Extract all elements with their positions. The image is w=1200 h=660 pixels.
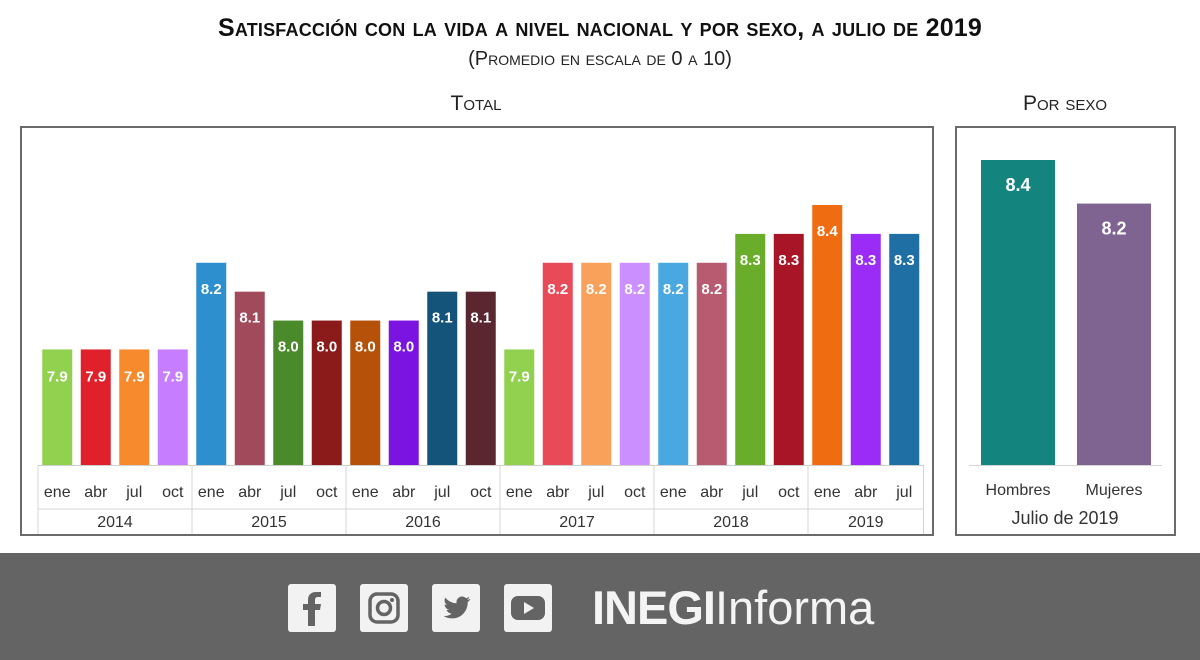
total-bar-value-label: 7.9 (124, 368, 145, 385)
total-month-tick-label: jul (279, 484, 296, 501)
total-bar (119, 349, 150, 465)
sexo-bar (1077, 203, 1151, 466)
total-month-tick-label: abr (392, 484, 416, 501)
total-bar-value-label: 8.4 (817, 223, 839, 240)
total-bar (619, 262, 650, 465)
total-bar-value-label: 8.3 (894, 252, 915, 269)
total-bar (850, 233, 881, 465)
total-bar-value-label: 8.2 (201, 281, 222, 298)
sexo-bar (981, 160, 1055, 465)
total-month-tick-label: oct (624, 484, 646, 501)
total-bar (735, 233, 766, 465)
total-year-tick-label: 2015 (251, 514, 287, 531)
total-month-tick-label: abr (238, 484, 262, 501)
total-bar (696, 262, 727, 465)
sexo-bar-value-label: 8.2 (1101, 219, 1126, 239)
total-bar (658, 262, 689, 465)
total-bar-value-label: 8.2 (663, 281, 684, 298)
total-month-tick-label: oct (470, 484, 492, 501)
sexo-bar-value-label: 8.4 (1005, 175, 1030, 195)
total-bar (157, 349, 188, 465)
total-year-tick-label: 2017 (559, 514, 595, 531)
total-bar (504, 349, 535, 465)
total-bar-value-label: 8.1 (432, 310, 453, 327)
sexo-category-tick-label: Hombres (986, 482, 1051, 499)
sexo-bar-chart: 8.4 Hombres 8.2 Mujeres Julio de 2019 (969, 160, 1162, 528)
total-bar (773, 233, 804, 465)
brand-bold-text: INEGI (592, 581, 716, 634)
total-bar-value-label: 8.1 (239, 310, 260, 327)
total-bar-value-label: 8.2 (701, 281, 722, 298)
total-chart-panel: 7.9 ene 7.9 abr 7.9 jul 7.9 oct 8.2 ene 8.1 abr 8.0 j… (20, 126, 934, 536)
total-bar (311, 320, 342, 465)
page-title: Satisfacción con la vida a nivel naciona… (217, 14, 983, 42)
total-bar (542, 262, 573, 465)
total-bar-value-label: 8.2 (624, 281, 645, 298)
total-year-tick-label: 2018 (713, 514, 749, 531)
brand-light-text: Informa (714, 581, 875, 634)
twitter-icon[interactable] (432, 584, 480, 632)
total-bar (273, 320, 304, 465)
total-bar-value-label: 8.1 (470, 310, 491, 327)
total-month-tick-label: jul (895, 484, 912, 501)
total-month-tick-label: oct (162, 484, 184, 501)
total-bar-value-label: 7.9 (85, 368, 106, 385)
total-bar (80, 349, 111, 465)
total-month-tick-label: jul (587, 484, 604, 501)
total-month-tick-label: jul (433, 484, 450, 501)
total-bar-value-label: 8.0 (316, 339, 337, 356)
total-month-tick-label: oct (778, 484, 800, 501)
total-month-tick-label: abr (546, 484, 570, 501)
total-month-tick-label: ene (198, 484, 225, 501)
total-bar (889, 233, 920, 465)
total-bar-value-label: 7.9 (162, 368, 183, 385)
total-bar-value-label: 8.0 (355, 339, 376, 356)
total-bar-value-label: 8.2 (586, 281, 607, 298)
total-bar (465, 291, 496, 465)
total-bar-value-label: 7.9 (47, 368, 68, 385)
total-month-tick-label: jul (125, 484, 142, 501)
total-bar (234, 291, 265, 465)
total-month-tick-label: abr (700, 484, 724, 501)
total-year-tick-label: 2016 (405, 514, 441, 531)
total-month-tick-label: jul (741, 484, 758, 501)
total-bar (196, 262, 227, 465)
total-bar (388, 320, 419, 465)
sexo-chart-panel: 8.4 Hombres 8.2 Mujeres Julio de 2019 (955, 126, 1176, 536)
total-month-tick-label: abr (84, 484, 108, 501)
total-bar-value-label: 8.3 (778, 252, 799, 269)
total-panel-title: Total (450, 92, 502, 115)
total-bar (812, 205, 843, 465)
total-year-tick-label: 2019 (848, 514, 884, 531)
sexo-x-axis-label: Julio de 2019 (1011, 508, 1118, 528)
inegi-informa-logo: INEGIInforma (592, 578, 874, 638)
instagram-icon[interactable] (360, 584, 408, 632)
total-bar (581, 262, 612, 465)
total-month-tick-label: ene (506, 484, 533, 501)
total-bar-value-label: 7.9 (509, 368, 530, 385)
total-year-tick-label: 2014 (97, 514, 133, 531)
total-bar-value-label: 8.3 (855, 252, 876, 269)
total-bar (42, 349, 73, 465)
total-month-tick-label: ene (44, 484, 71, 501)
facebook-icon[interactable] (288, 584, 336, 632)
footer-bar (0, 553, 1200, 660)
sexo-panel-title: Por sexo (1022, 92, 1108, 115)
total-month-tick-label: abr (854, 484, 878, 501)
total-month-tick-label: ene (352, 484, 379, 501)
total-bar-value-label: 8.2 (547, 281, 568, 298)
youtube-icon[interactable] (504, 584, 552, 632)
total-month-tick-label: oct (316, 484, 338, 501)
total-bar-value-label: 8.3 (740, 252, 761, 269)
total-bar (427, 291, 458, 465)
total-month-tick-label: ene (660, 484, 687, 501)
total-bar-value-label: 8.0 (278, 339, 299, 356)
sexo-category-tick-label: Mujeres (1086, 482, 1143, 499)
total-bar-value-label: 8.0 (393, 339, 414, 356)
page-subtitle: (Promedio en escala de 0 a 10) (468, 48, 732, 70)
total-bar (350, 320, 381, 465)
total-bar-chart: 7.9 ene 7.9 abr 7.9 jul 7.9 oct 8.2 ene 8.1 abr 8.0 j… (37, 205, 924, 534)
total-month-tick-label: ene (814, 484, 841, 501)
